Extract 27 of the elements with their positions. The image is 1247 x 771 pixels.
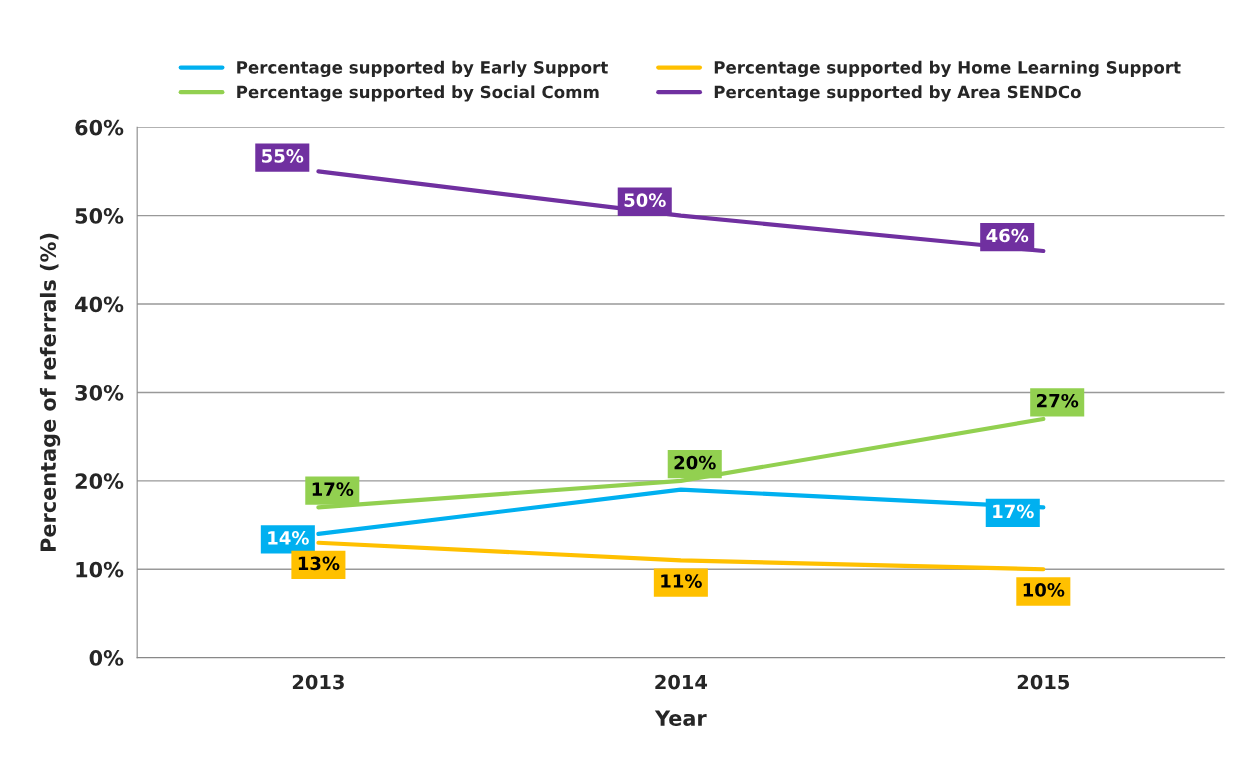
legend-label: Percentage supported by Early Support xyxy=(237,60,608,78)
data-label: 17% xyxy=(993,504,1034,519)
x-axis-title: Year xyxy=(654,710,707,726)
x-tick-label: 2013 xyxy=(292,674,344,690)
data-label: 11% xyxy=(661,574,702,588)
y-tick-label: 0% xyxy=(89,650,124,666)
y-tick-label: 20% xyxy=(75,473,124,490)
data-label: 55% xyxy=(262,149,304,163)
data-label: 50% xyxy=(624,193,666,207)
data-label: 27% xyxy=(1037,393,1079,408)
data-label: 20% xyxy=(674,455,716,470)
data-label: 10% xyxy=(1023,583,1065,597)
y-axis-title: Percentage of referrals (%) xyxy=(39,233,61,551)
data-label: 46% xyxy=(986,228,1029,243)
data-label: 14% xyxy=(268,531,309,545)
y-tick-label: 10% xyxy=(76,561,124,578)
legend-label: Percentage supported by Social Comm xyxy=(237,85,599,102)
y-tick-label: 60% xyxy=(75,119,124,136)
y-tick-label: 40% xyxy=(75,296,124,313)
data-label: 17% xyxy=(312,482,354,496)
legend-label: Percentage supported by Home Learning Support xyxy=(714,60,1181,78)
x-tick-label: 2014 xyxy=(655,674,708,690)
y-tick-label: 50% xyxy=(75,208,124,224)
data-label: 13% xyxy=(298,556,340,571)
y-tick-label: 30% xyxy=(75,384,124,401)
legend-label: Percentage supported by Area SENDCo xyxy=(714,85,1081,102)
x-tick-label: 2015 xyxy=(1017,674,1070,690)
